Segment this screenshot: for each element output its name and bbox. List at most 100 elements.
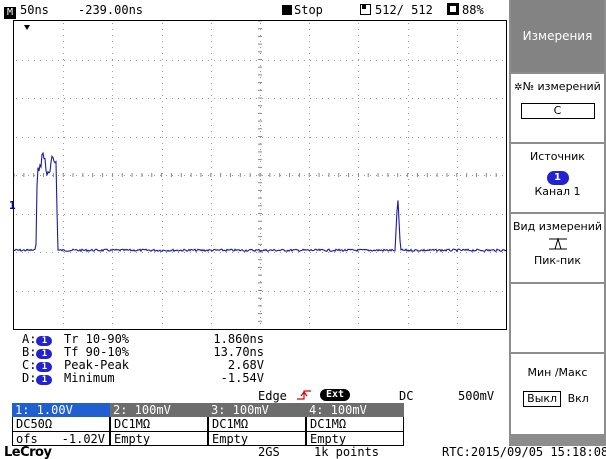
grid-dot (388, 98, 389, 99)
grid-dot (70, 137, 71, 138)
grid-dot (162, 311, 163, 312)
grid-dot (214, 137, 215, 138)
grid-dot (162, 41, 163, 42)
grid-dot (436, 98, 437, 99)
grid-dot (142, 252, 143, 253)
grid-dot (63, 179, 64, 180)
grid-dot (196, 98, 197, 99)
grid-dot (358, 107, 359, 108)
grid-dot (260, 317, 261, 318)
grid-dot (88, 252, 89, 253)
grid-dot (63, 101, 64, 102)
grid-dot (358, 125, 359, 126)
grid-dot (260, 101, 261, 102)
grid-dot (400, 175, 401, 176)
grid-dot (63, 71, 64, 72)
trigger-position-marker[interactable] (24, 25, 30, 30)
grid-dot (202, 175, 203, 176)
grid-dot (34, 252, 35, 253)
grid-dot (274, 98, 275, 99)
softkey-measurement-number[interactable]: ✲№ измерений C (511, 74, 604, 144)
grid-dot (232, 252, 233, 253)
measurement-id: C: (22, 358, 37, 372)
grid-dot (260, 209, 261, 210)
grid-dot (162, 293, 163, 294)
grid-dot (286, 98, 287, 99)
grid-dot (63, 161, 64, 162)
grid-dot (286, 175, 287, 176)
grid-dot (63, 119, 64, 120)
channel-header[interactable]: 3: 100mV (208, 403, 306, 417)
grid-dot (408, 131, 409, 132)
grid-dot (309, 125, 310, 126)
grid-dot (472, 60, 473, 61)
grid-dot (370, 214, 371, 215)
grid-dot (340, 214, 341, 215)
softkey-source[interactable]: Источник 1 Канал 1 (511, 144, 604, 214)
grid-dot (274, 252, 275, 253)
grid-dot (408, 281, 409, 282)
grid-dot (484, 214, 485, 215)
channel-1-ground-marker[interactable]: 1 (9, 199, 16, 212)
grid-dot (358, 60, 359, 61)
grid-dot (364, 98, 365, 99)
grid-dot (358, 317, 359, 318)
grid-dot (52, 291, 53, 292)
channel-header[interactable]: 2: 100mV (110, 403, 208, 417)
grid-dot (260, 41, 261, 42)
min-max-on-option[interactable]: Вкл (567, 392, 589, 405)
grid-dot (112, 107, 113, 108)
channel-header[interactable]: 4: 100mV (306, 403, 404, 417)
grid-dot (211, 317, 212, 318)
channel-coupling: DC1MΩ (307, 417, 403, 432)
grid-dot (322, 252, 323, 253)
grid-dot (112, 35, 113, 36)
grid-dot (457, 89, 458, 90)
grid-dot (154, 214, 155, 215)
channel-column-2[interactable]: 2: 100mV DC1MΩ Empty (110, 403, 208, 446)
grid-dot (310, 214, 311, 215)
grid-dot (436, 137, 437, 138)
grid-dot (408, 275, 409, 276)
grid-dot (118, 175, 119, 176)
softkey-empty[interactable] (511, 284, 604, 354)
grid-dot (34, 60, 35, 61)
channel-column-3[interactable]: 3: 100mV DC1MΩ Empty (208, 403, 306, 446)
grid-dot (448, 137, 449, 138)
softkey-min-max[interactable]: Мин /Макс Выкл Вкл (511, 354, 604, 436)
grid-dot (28, 98, 29, 99)
grid-dot (211, 47, 212, 48)
grid-dot (63, 263, 64, 264)
grid-dot (358, 77, 359, 78)
grid-dot (112, 131, 113, 132)
measurement-number-field[interactable]: C (520, 103, 595, 119)
grid-dot (70, 175, 71, 176)
channel-header[interactable]: 1: 1.00V (12, 403, 110, 417)
grid-dot (162, 131, 163, 132)
grid-dot (376, 175, 377, 176)
grid-dot (112, 155, 113, 156)
grid-dot (408, 65, 409, 66)
grid-dot (484, 98, 485, 99)
grid-dot (106, 60, 107, 61)
grid-dot (202, 291, 203, 292)
measurement-row: B: 1 Tf 90-10% 13.70ns (22, 346, 322, 359)
channel-column-4[interactable]: 4: 100mV DC1MΩ Empty (306, 403, 404, 446)
timebase-readout: M 50ns (4, 3, 49, 19)
min-max-off-option[interactable]: Выкл (523, 391, 562, 407)
grid-dot (310, 60, 311, 61)
run-state[interactable]: Stop (282, 3, 323, 17)
grid-dot (334, 175, 335, 176)
grid-dot (63, 65, 64, 66)
softkey-measurement-type[interactable]: Вид измерений Пик-пик (511, 214, 604, 284)
grid-dot (260, 245, 261, 246)
waveform-display[interactable] (13, 20, 507, 330)
grid-dot (118, 60, 119, 61)
channel-column-1[interactable]: 1: 1.00V DC50Ω ofs -1.02V (12, 403, 110, 446)
grid-dot (63, 185, 64, 186)
grid-dot (211, 143, 212, 144)
grid-dot (457, 221, 458, 222)
grid-dot (211, 257, 212, 258)
grid-dot (40, 60, 41, 61)
grid-dot (346, 214, 347, 215)
